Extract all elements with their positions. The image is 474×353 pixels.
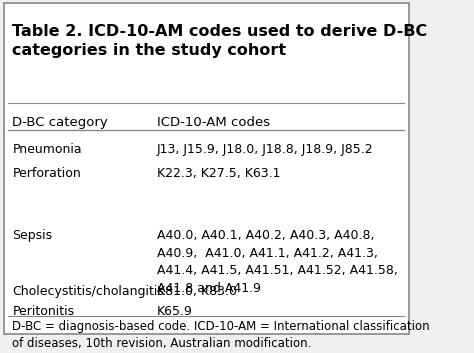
Text: D-BC = diagnosis-based code. ICD-10-AM = International classification
of disease: D-BC = diagnosis-based code. ICD-10-AM =… [12, 319, 430, 349]
Text: D-BC category: D-BC category [12, 116, 108, 129]
Text: Peritonitis: Peritonitis [12, 305, 74, 318]
Text: ICD-10-AM codes: ICD-10-AM codes [157, 116, 270, 129]
Text: Cholecystitis/cholangitis: Cholecystitis/cholangitis [12, 285, 164, 298]
Text: K22.3, K27.5, K63.1: K22.3, K27.5, K63.1 [157, 167, 280, 180]
Text: K81.0, K83.0: K81.0, K83.0 [157, 285, 237, 298]
Text: Perforation: Perforation [12, 167, 81, 180]
Text: J13, J15.9, J18.0, J18.8, J18.9, J85.2: J13, J15.9, J18.0, J18.8, J18.9, J85.2 [157, 143, 374, 156]
Text: Pneumonia: Pneumonia [12, 143, 82, 156]
Text: Table 2. ICD-10-AM codes used to derive D-BC
categories in the study cohort: Table 2. ICD-10-AM codes used to derive … [12, 24, 428, 58]
Text: A40.0, A40.1, A40.2, A40.3, A40.8,
A40.9,  A41.0, A41.1, A41.2, A41.3,
A41.4, A4: A40.0, A40.1, A40.2, A40.3, A40.8, A40.9… [157, 229, 398, 295]
Text: Sepsis: Sepsis [12, 229, 53, 242]
Text: K65.9: K65.9 [157, 305, 193, 318]
